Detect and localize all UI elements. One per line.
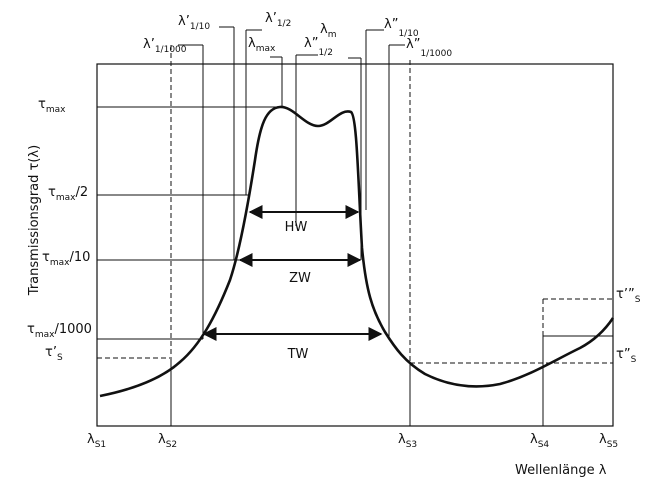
label-tau-max-tenth: τmax/10 — [42, 250, 90, 268]
label-lambda-s2: λS2 — [158, 432, 177, 450]
label-tau-triple-s: τ’”S — [616, 287, 641, 305]
label-lambda-s1: λS1 — [87, 432, 106, 450]
label-lambda-prime-1-10: λ’1/10 — [178, 14, 210, 32]
x-axis-title: Wellenlänge λ — [515, 463, 607, 478]
label-lambda-m: λm — [320, 22, 336, 40]
label-tau-max: τmax — [38, 97, 66, 115]
label-lambda-pp-1-1000: λ”1/1000 — [406, 37, 452, 59]
hw-label: HW — [285, 220, 308, 235]
label-lambda-s5: λS5 — [599, 432, 618, 450]
label-lambda-max: λmax — [248, 36, 276, 54]
plot-frame — [96, 63, 614, 427]
label-lambda-prime-1-1000: λ’1/1000 — [143, 37, 187, 55]
label-lambda-pp-1-2: λ”1/2 — [304, 36, 333, 58]
label-tau-double-s: τ”S — [616, 347, 637, 365]
label-tau-max-thousandth: τmax/1000 — [27, 322, 92, 340]
transmission-curve — [99, 105, 615, 398]
tw-label: TW — [287, 347, 309, 362]
y-axis-title: Transmissionsgrad τ(λ) — [27, 145, 42, 296]
label-tau-prime-s: τ’S — [45, 345, 63, 363]
label-lambda-s4: λS4 — [530, 432, 549, 450]
label-lambda-prime-1-2: λ’1/2 — [265, 11, 291, 29]
label-lambda-s3: λS3 — [398, 432, 417, 450]
label-tau-max-half: τmax/2 — [48, 185, 88, 203]
zw-label: ZW — [289, 271, 311, 286]
label-lambda-pp-1-10: λ”1/10 — [384, 17, 419, 39]
